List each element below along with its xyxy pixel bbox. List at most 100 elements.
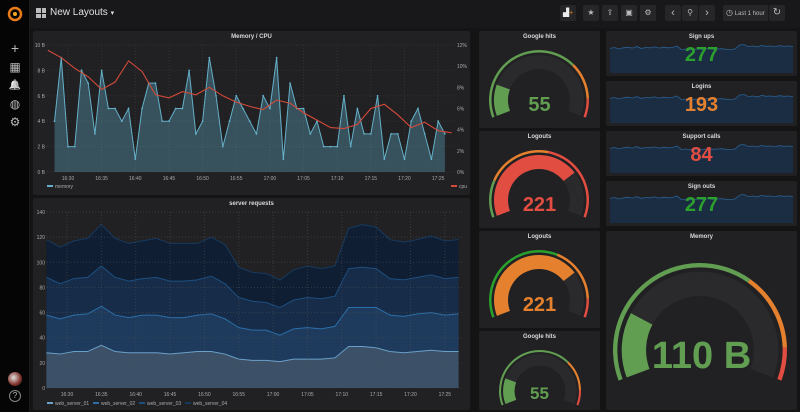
memory-point [181,107,184,110]
share-button[interactable]: ⇪ [602,5,618,21]
memory-point [67,145,69,148]
legend-web_server_01[interactable]: web_server_01 [55,401,89,407]
time-back-button[interactable]: ‹ [665,5,681,21]
y2-tick-label: 8% [457,85,465,91]
panel-title[interactable]: Memory / CPU [231,34,272,40]
settings-button[interactable]: ⚙ [640,5,656,21]
sparkline-area [610,144,793,173]
top-navbar: New Layouts ▾ ▟+ ★ ⇪ ▣ ⚙ ‹ ⚲ › ◷ Last 1 … [30,0,800,28]
web_server_01-line [46,344,459,363]
x-tick-label: 17:05 [301,392,314,398]
gauge-value: 55 [530,383,549,403]
x-tick-label: 17:15 [370,392,383,398]
x-tick-label: 16:30 [61,392,74,398]
memory-point [289,82,291,84]
panel-title[interactable]: Logouts [527,134,552,140]
gauge [489,150,589,218]
dashboard-title[interactable]: New Layouts ▾ [50,7,114,18]
gear-icon[interactable]: ⚙ [9,115,21,129]
x-tick-label: 17:10 [336,392,349,398]
panel-title[interactable]: Memory [689,234,713,240]
panel-title[interactable]: server requests [229,201,274,207]
sidebar: + ▦ 🔔 ◍ ⚙ ? [0,0,30,412]
star-button[interactable]: ★ [583,5,599,21]
memory-point [107,107,110,110]
threshold-band [583,298,589,318]
y2-tick-label: 12% [457,43,468,49]
memory-point [343,94,345,97]
gauge-value: 221 [522,194,557,216]
legend-swatch [185,402,191,404]
legend-web_server_02[interactable]: web_server_02 [101,401,135,407]
memory-cpu-panel: Memory / CPU 0 B 2 B 4 B 6 B 8 B 10 B 0% 2% 4% 6%… [33,31,470,195]
legend-swatch-cpu [451,185,457,187]
memory-point [215,94,217,97]
memory-point [390,133,392,135]
x-tick-label: 17:25 [439,392,452,398]
panel-title[interactable]: Google hits [523,334,556,340]
memory-point [174,107,177,110]
y-tick-label: 8 B [37,68,45,74]
bell-icon[interactable]: 🔔 [8,80,22,91]
gauge-track [503,354,577,404]
x-tick-label: 16:40 [129,392,142,398]
add-panel-button[interactable]: ▟+ [560,5,577,21]
x-tick-label: 16:30 [62,176,75,182]
server-requests-panel: server requests 0 20 40 60 80 100 120 140 16:30 1… [33,198,470,410]
gauge-value-arc [494,155,575,216]
zoom-out-button[interactable]: ⚲ [682,5,698,21]
x-tick-label: 17:05 [297,176,310,182]
x-tick-label: 17:20 [404,392,417,398]
x-tick-label: 16:50 [198,392,211,398]
threshold-band [556,253,589,299]
y-tick-label: 120 [37,235,46,241]
panel-title[interactable]: Sign ups [688,34,715,40]
save-button[interactable]: ▣ [621,5,637,21]
memory-point [417,107,419,110]
memory-point [376,94,379,97]
x-tick-label: 17:15 [365,176,378,182]
sparkline-area [610,94,793,123]
x-tick-label: 16:45 [163,176,176,182]
time-picker[interactable]: ◷ Last 1 hour [723,5,768,21]
memory-point [80,69,83,72]
legend-cpu[interactable]: cpu [459,184,467,190]
plus-icon[interactable]: + [10,40,20,56]
stat-value: 277 [684,194,719,216]
memory-gauge-panel: Memory 110 B [606,231,797,410]
memory-point [168,120,170,123]
avatar-icon[interactable] [8,372,22,386]
panel-title[interactable]: Logins [691,84,712,90]
legend-swatch [139,402,145,404]
memory-point [120,120,123,123]
memory-point [396,133,399,135]
memory-point [336,145,339,148]
memory-point [403,158,406,161]
panel-title[interactable]: Logouts [527,234,552,240]
y2-tick-label: 0% [457,170,465,176]
sparkline-line [609,94,794,101]
explore-icon[interactable]: ◍ [9,97,21,111]
plus-badge-icon: + [569,10,574,17]
x-tick-label: 17:00 [264,176,277,182]
panel-title[interactable]: Google hits [523,34,556,40]
memory-point [100,69,103,72]
panel-title[interactable]: Support calls [682,134,721,140]
time-forward-button[interactable]: › [699,5,715,21]
grafana-logo-icon[interactable] [7,6,23,22]
memory-point [201,120,204,123]
threshold-band [583,98,589,118]
memory-point [194,133,197,135]
panel-title[interactable]: Sign outs [687,184,716,190]
threshold-band [576,389,581,406]
legend-web_server_03[interactable]: web_server_03 [147,401,181,407]
legend-web_server_04[interactable]: web_server_04 [193,401,227,407]
cpu-line [47,49,452,134]
refresh-button[interactable]: ↻ [769,5,785,21]
gauge [499,350,581,406]
dashboards-icon[interactable]: ▦ [9,60,21,74]
help-icon[interactable]: ? [9,390,21,402]
sparkline-area [610,44,793,73]
legend-memory[interactable]: memory [55,184,74,190]
memory-point [369,133,372,135]
